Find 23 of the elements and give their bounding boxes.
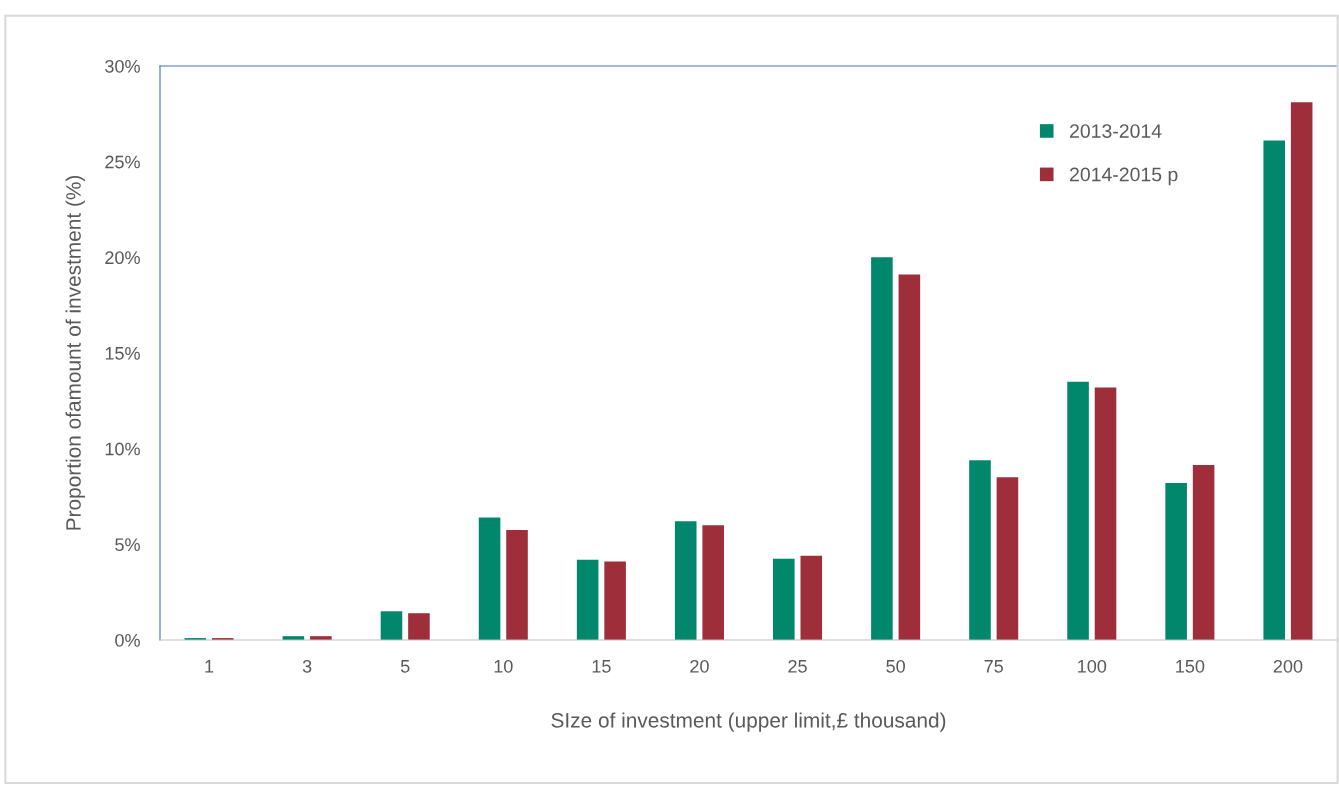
x-tick-label: 100 (1078, 659, 1107, 673)
y-tick-label: 15% (105, 347, 140, 360)
x-tick-label: 75 (984, 660, 1003, 673)
x-tick-label: 25 (788, 659, 807, 673)
x-tick-label: 150 (1176, 659, 1205, 673)
x-tick-label: 1 (205, 660, 214, 673)
x-tick-label: 10 (494, 659, 513, 673)
y-tick-label: 30% (105, 59, 140, 73)
x-tick-label: 50 (886, 659, 905, 673)
y-tick-label: 10% (105, 442, 140, 456)
y-axis-title: Proportion ofamount of investment (%) (65, 175, 85, 530)
x-tick-label: 15 (592, 660, 611, 673)
y-tick-label: 5% (115, 538, 140, 552)
x-axis-title: SIze of investment (upper limit,£ thousand) (551, 712, 946, 732)
x-tick-label: 5 (400, 660, 410, 673)
x-tick-label: 3 (302, 659, 312, 673)
legend-label: 2014-2015 p (1070, 167, 1178, 186)
y-tick-label: 0% (115, 633, 140, 647)
y-tick-label: 20% (105, 251, 140, 265)
y-tick-label: 25% (105, 155, 140, 169)
legend-label: 2013-2014 (1070, 124, 1162, 138)
x-tick-label: 200 (1273, 659, 1303, 673)
x-tick-label: 20 (690, 659, 709, 673)
